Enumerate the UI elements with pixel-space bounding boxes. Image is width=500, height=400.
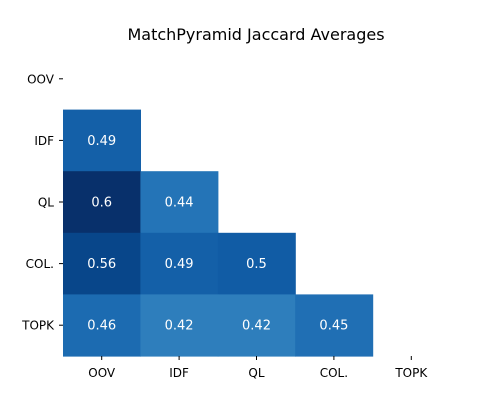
y-tick-label: QL [38,196,54,210]
x-axis: OOV IDF QL COL. TOPK [88,356,428,380]
y-axis: OOV IDF QL COL. TOPK [21,72,63,333]
heatmap-cell-4-3 [295,294,374,357]
heatmap-cell-4-1 [140,294,219,357]
heatmap-cell-2-0 [63,171,141,234]
heatmap-cell-3-2 [217,232,296,295]
cell-value-label-4-1: 0.42 [165,319,194,334]
x-tick-label: TOPK [394,366,428,380]
cell-value-label-4-2: 0.42 [242,319,271,334]
y-tick-label: COL. [26,257,54,271]
heatmap-cell-4-0 [63,294,141,357]
x-tick-label: COL. [320,366,348,380]
cell-value-label-2-1: 0.44 [165,196,194,211]
cell-value-label-1-0: 0.49 [87,134,116,149]
heatmap-cell-3-1 [140,232,219,295]
heatmap-cell-4-2 [217,294,296,357]
y-tick-label: TOPK [21,319,55,333]
x-tick-label: OOV [88,366,116,380]
cell-value-label-3-1: 0.49 [165,257,194,272]
cell-value-label-4-0: 0.46 [87,319,116,334]
cell-value-label-3-0: 0.56 [87,257,116,272]
heatmap-cell-2-1 [140,171,219,234]
cell-value-label-4-3: 0.45 [319,319,348,334]
heatmap-cell-3-0 [63,232,141,295]
y-tick-label: OOV [27,72,55,86]
cell-value-label-3-2: 0.5 [246,257,267,272]
heatmap-cell-1-0 [63,109,141,172]
x-tick-label: QL [248,366,264,380]
cell-value-label-2-0: 0.6 [91,196,112,211]
x-tick-label: IDF [169,366,189,380]
chart-title: MatchPyramid Jaccard Averages [127,25,384,44]
heatmap-cells: 0.49 0.6 0.44 0.56 0.49 0.5 0.46 0.42 0.42 0.45 [63,109,374,357]
y-tick-label: IDF [34,134,54,148]
